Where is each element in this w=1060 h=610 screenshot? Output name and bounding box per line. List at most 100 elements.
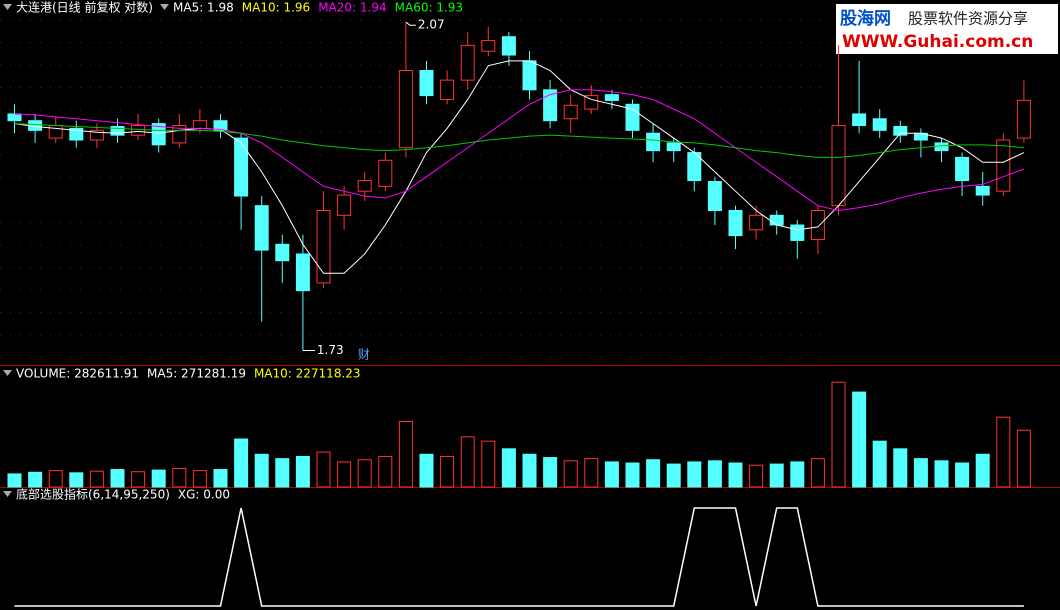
candle-body (501, 36, 516, 56)
candle-body (316, 210, 331, 284)
header-value: 底部选股指标(6,14,95,250) (16, 487, 170, 502)
volume-bar (172, 467, 187, 488)
volume-bar (275, 458, 290, 488)
candle-body (707, 181, 722, 212)
candle-body (131, 125, 146, 136)
volume-bar (852, 391, 867, 488)
ma-line (14, 123, 1024, 158)
header-value: MA5: 1.98 (173, 1, 234, 15)
volume-bar (481, 440, 496, 488)
volume-bar (69, 472, 84, 488)
candle-body (69, 127, 84, 141)
volume-bar (996, 416, 1011, 488)
watermark-url: WWW.Guhai.com.cn (842, 32, 1033, 52)
header-value: MA60: 1.93 (395, 1, 463, 15)
volume-bar (646, 459, 661, 488)
volume-bar (975, 453, 990, 488)
candle-body (295, 253, 310, 292)
candle-body (337, 194, 352, 216)
candle-body (646, 132, 661, 152)
volume-bar (893, 448, 908, 488)
watermark-box (836, 4, 1058, 54)
header-value: XG: 0.00 (178, 488, 230, 502)
candle-body (522, 60, 537, 91)
volume-bar (110, 469, 125, 488)
watermark-brand: 股海网 (840, 8, 891, 29)
candle-body (852, 113, 867, 127)
candle-body (151, 123, 166, 146)
xg-line (14, 507, 1024, 607)
volume-bar (295, 455, 310, 488)
volume-bar (522, 453, 537, 488)
candle-body (89, 129, 104, 141)
collapse-icon (160, 4, 169, 10)
volume-bar (357, 459, 372, 488)
candle-body (7, 113, 22, 122)
watermark-slogan: 股票软件资源分享 (908, 10, 1028, 28)
candle-body (481, 40, 496, 52)
candle-body (604, 94, 619, 101)
candle-body (357, 180, 372, 192)
candle-body (728, 210, 743, 237)
ma-line (14, 60, 1025, 274)
candle-body (440, 79, 455, 100)
volume-bar (543, 457, 558, 488)
candle-body (810, 210, 825, 240)
candle-body (254, 205, 269, 251)
volume-bar (728, 462, 743, 488)
low-label: 1.73 (317, 343, 344, 357)
candle-body (275, 243, 290, 262)
ma-line (14, 89, 1025, 212)
candle-body (666, 142, 681, 152)
candle-body (749, 214, 764, 231)
header-value: VOLUME: 282611.91 (16, 367, 139, 381)
collapse-icon (3, 4, 12, 10)
volume-bar (707, 460, 722, 488)
header-value: MA5: 271281.19 (147, 367, 246, 381)
candle-body (769, 214, 784, 226)
volume-bar (563, 460, 578, 488)
candle-body (790, 224, 805, 241)
volume-bar (769, 463, 784, 488)
volume-bar (666, 463, 681, 488)
volume-bar (419, 453, 434, 488)
collapse-icon (3, 370, 12, 376)
volume-bar (584, 458, 599, 488)
candle-body (110, 125, 125, 136)
candle-body (48, 125, 63, 139)
volume-bar (337, 461, 352, 488)
high-label: 2.07 (418, 18, 445, 32)
candle-body (213, 120, 228, 131)
volume-bar (913, 458, 928, 488)
candle-body (460, 44, 475, 81)
volume-bar (501, 448, 516, 488)
candle-body (955, 156, 970, 182)
volume-bar (254, 453, 269, 488)
header-value: MA10: 1.96 (242, 1, 310, 15)
volume-bar (872, 440, 887, 488)
volume-bar (955, 462, 970, 488)
candle-body (378, 159, 393, 187)
candle-body (831, 125, 846, 207)
volume-bar (934, 460, 949, 488)
volume-bar (28, 471, 43, 488)
volume-bar (234, 438, 249, 488)
volume-bar (378, 455, 393, 488)
volume-bar (192, 470, 207, 488)
candle-body (1016, 99, 1031, 139)
candle-body (419, 69, 434, 97)
event-marker: 财 (358, 348, 370, 362)
volume-bar (48, 470, 63, 488)
volume-bar (440, 455, 455, 488)
volume-bar (460, 436, 475, 488)
volume-bar (398, 421, 413, 488)
volume-bar (625, 462, 640, 488)
volume-bar (151, 469, 166, 488)
volume-bar (604, 461, 619, 488)
chart-title: 大连港(日线 前复权 对数) (16, 0, 153, 15)
volume-bar (687, 461, 702, 488)
volume-bar (7, 473, 22, 488)
header-value: MA20: 1.94 (318, 1, 386, 15)
candle-body (872, 118, 887, 131)
